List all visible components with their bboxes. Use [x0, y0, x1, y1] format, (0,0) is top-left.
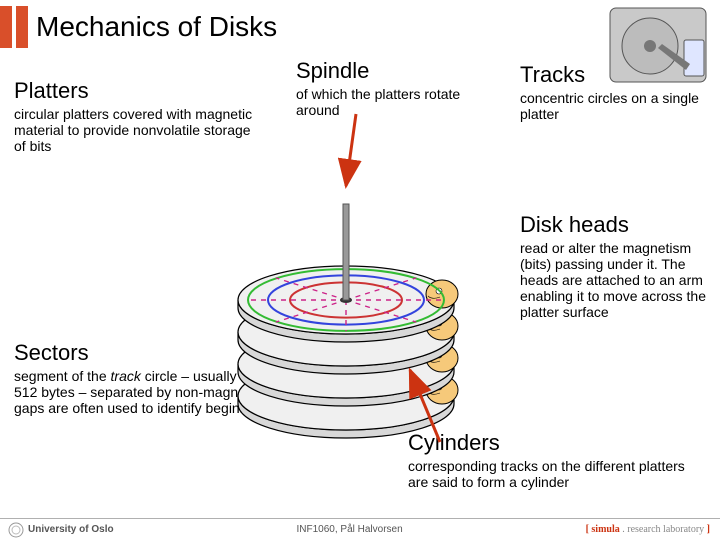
uio-seal-icon [8, 522, 24, 538]
label-sectors-text: segment of the track circle – usually ea… [14, 368, 344, 416]
footer-left: University of Oslo [28, 524, 114, 535]
label-spindle-heading: Spindle [296, 58, 496, 84]
label-spindle-text: of which the platters rotate around [296, 86, 496, 118]
label-cylinders-heading: Cylinders [408, 430, 708, 456]
label-sectors: Sectors segment of the track circle – us… [14, 340, 344, 416]
title-bar: Mechanics of Disks [0, 6, 277, 48]
label-cylinders: Cylinders corresponding tracks on the di… [408, 430, 708, 490]
label-diskheads-heading: Disk heads [520, 212, 716, 238]
label-platters-heading: Platters [14, 78, 254, 104]
footer-simula-logo: [ simula . research laboratory ] [586, 524, 710, 535]
title-accent-bar [16, 6, 28, 48]
footer-mid: INF1060, Pål Halvorsen [114, 524, 586, 535]
footer: University of Oslo INF1060, Pål Halvorse… [0, 518, 720, 540]
page-title: Mechanics of Disks [36, 11, 277, 43]
label-spindle: Spindle of which the platters rotate aro… [296, 58, 496, 118]
label-tracks-text: concentric circles on a single platter [520, 90, 708, 122]
label-platters: Platters circular platters covered with … [14, 78, 254, 154]
title-accent-bar [0, 6, 12, 48]
label-sectors-heading: Sectors [14, 340, 344, 366]
label-cylinders-text: corresponding tracks on the different pl… [408, 458, 708, 490]
label-diskheads-text: read or alter the magnetism (bits) passi… [520, 240, 716, 320]
label-tracks-heading: Tracks [520, 62, 708, 88]
label-platters-text: circular platters covered with magnetic … [14, 106, 254, 154]
label-disk-heads: Disk heads read or alter the magnetism (… [520, 212, 716, 320]
label-tracks: Tracks concentric circles on a single pl… [520, 62, 708, 122]
